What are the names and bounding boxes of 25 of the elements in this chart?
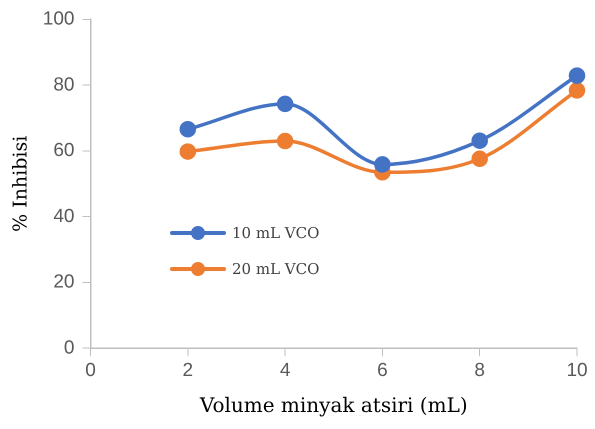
point (568, 67, 586, 84)
x-tick-label: 8 (474, 360, 485, 381)
y-tick-label: 80 (53, 74, 74, 96)
x-tick-label: 4 (280, 360, 291, 381)
x-tick-label: 10 (566, 360, 588, 381)
legend-label: 10 mL VCO (232, 224, 320, 242)
point (471, 150, 488, 168)
x-axis-title: Volume minyak atsiri (mL) (198, 393, 468, 418)
legend-label: 20 mL VCO (232, 260, 320, 278)
x-tick-label: 6 (377, 360, 388, 381)
point (568, 82, 586, 99)
point (276, 96, 294, 112)
point (180, 120, 196, 138)
x-tick-label: 0 (85, 360, 96, 381)
point (276, 132, 294, 150)
point (471, 132, 488, 149)
y-axis-title: % Inhibisi (9, 136, 32, 232)
y-tick-label: 40 (53, 206, 74, 227)
x-tick-label: 2 (182, 360, 194, 381)
point (374, 156, 391, 173)
y-tick-label: 60 (53, 140, 74, 162)
y-tick-label: 0 (64, 337, 74, 358)
y-tick-label: 20 (53, 272, 74, 293)
y-tick-label: 100 (42, 8, 74, 30)
point (180, 143, 196, 160)
